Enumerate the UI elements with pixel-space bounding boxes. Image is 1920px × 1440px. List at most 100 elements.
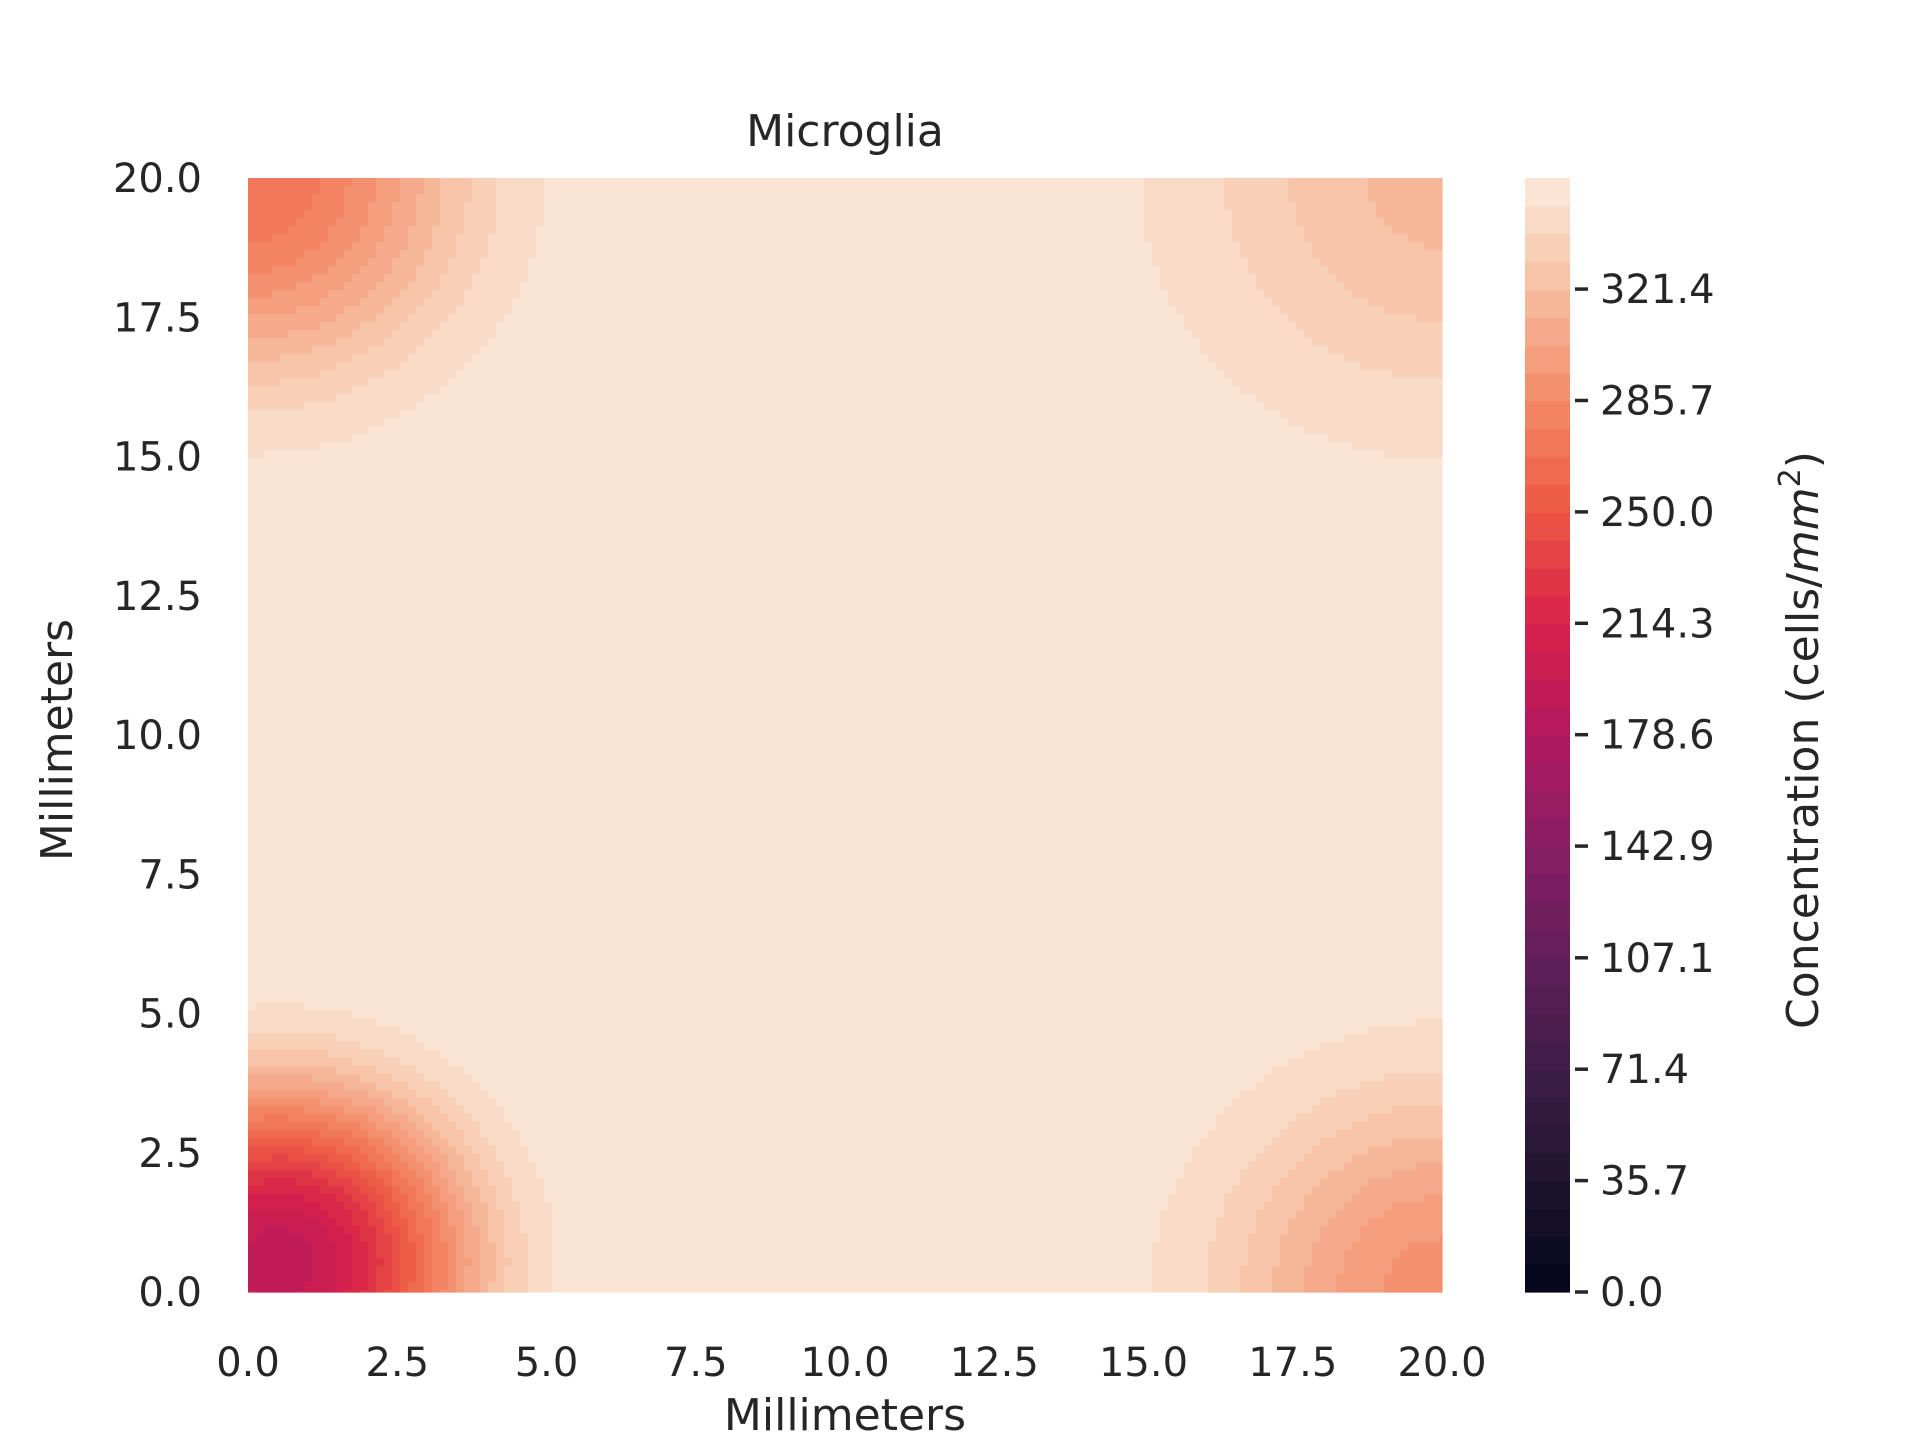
contour-cell (1200, 378, 1209, 387)
contour-cell (1272, 290, 1281, 299)
contour-cell (592, 418, 601, 427)
contour-cell (1224, 242, 1233, 251)
contour-cell (808, 178, 817, 187)
contour-cell (608, 186, 617, 195)
contour-cell (376, 250, 385, 259)
contour-cell (1216, 394, 1225, 403)
contour-cell (272, 330, 281, 339)
contour-cell (1416, 274, 1425, 283)
contour-cell (1272, 434, 1281, 443)
contour-cell (1288, 402, 1297, 411)
contour-cell (912, 186, 921, 195)
contour-cell (704, 402, 713, 411)
contour-cell (592, 290, 601, 299)
contour-cell (1248, 202, 1257, 211)
contour-cell (616, 258, 625, 267)
contour-cell (1344, 378, 1353, 387)
contour-cell (1232, 210, 1241, 219)
contour-cell (736, 378, 745, 387)
contour-cell (432, 290, 441, 299)
contour-cell (1208, 194, 1217, 203)
contour-cell (976, 410, 985, 419)
contour-cell (560, 266, 569, 275)
contour-cell (1088, 346, 1097, 355)
contour-cell (848, 346, 857, 355)
contour-cell (688, 210, 697, 219)
contour-cell (1056, 362, 1065, 371)
contour-cell (544, 378, 553, 387)
contour-cell (272, 426, 281, 435)
contour-cell (680, 338, 689, 347)
contour-cell (808, 426, 817, 435)
contour-cell (848, 178, 857, 187)
contour-cell (912, 298, 921, 307)
contour-cell (1296, 218, 1305, 227)
contour-cell (328, 218, 337, 227)
contour-cell (1072, 394, 1081, 403)
contour-cell (1112, 234, 1121, 243)
contour-cell (864, 346, 873, 355)
contour-cell (896, 354, 905, 363)
contour-cell (776, 202, 785, 211)
contour-cell (632, 410, 641, 419)
contour-cell (1336, 378, 1345, 387)
contour-cell (736, 370, 745, 379)
contour-cell (1320, 322, 1329, 331)
contour-cell (912, 346, 921, 355)
contour-cell (1128, 314, 1137, 323)
contour-cell (632, 314, 641, 323)
contour-cell (328, 242, 337, 251)
contour-cell (736, 282, 745, 291)
contour-cell (480, 362, 489, 371)
contour-cell (272, 322, 281, 331)
contour-cell (432, 186, 441, 195)
contour-cell (1304, 314, 1313, 323)
contour-cell (976, 242, 985, 251)
contour-cell (1000, 266, 1009, 275)
contour-cell (1344, 266, 1353, 275)
contour-cell (1064, 234, 1073, 243)
contour-cell (424, 266, 433, 275)
contour-cell (432, 386, 441, 395)
contour-cell (1104, 266, 1113, 275)
contour-cell (992, 346, 1001, 355)
contour-cell (1144, 210, 1153, 219)
contour-cell (528, 258, 537, 267)
contour-cell (864, 298, 873, 307)
contour-cell (576, 194, 585, 203)
contour-cell (552, 226, 561, 235)
contour-cell (336, 426, 345, 435)
contour-cell (1320, 418, 1329, 427)
contour-cell (960, 338, 969, 347)
contour-cell (704, 378, 713, 387)
contour-cell (1176, 378, 1185, 387)
contour-cell (1032, 330, 1041, 339)
contour-cell (1232, 338, 1241, 347)
contour-cell (1224, 434, 1233, 443)
contour-cell (1056, 234, 1065, 243)
contour-cell (720, 282, 729, 291)
contour-cell (544, 418, 553, 427)
contour-cell (888, 330, 897, 339)
contour-cell (864, 282, 873, 291)
contour-cell (824, 282, 833, 291)
contour-cell (400, 210, 409, 219)
contour-cell (808, 386, 817, 395)
contour-cell (1168, 186, 1177, 195)
contour-cell (1032, 210, 1041, 219)
contour-cell (816, 338, 825, 347)
contour-cell (1440, 346, 1443, 355)
contour-cell (984, 434, 993, 443)
contour-cell (640, 266, 649, 275)
contour-cell (1264, 370, 1273, 379)
contour-cell (464, 434, 473, 443)
contour-cell (1248, 234, 1257, 243)
contour-cell (528, 298, 537, 307)
contour-cell (912, 226, 921, 235)
contour-cell (608, 258, 617, 267)
contour-cell (288, 210, 297, 219)
contour-cell (1216, 234, 1225, 243)
contour-cell (1288, 194, 1297, 203)
contour-cell (1160, 178, 1169, 187)
contour-cell (1232, 250, 1241, 259)
